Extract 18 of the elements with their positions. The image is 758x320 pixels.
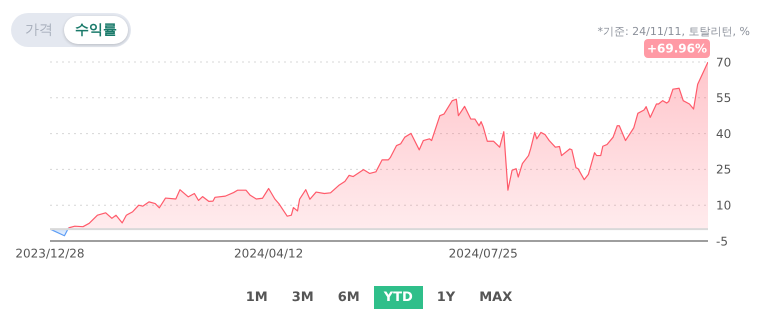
y-tick-label: 25	[716, 162, 732, 177]
text: 1M	[244, 289, 269, 307]
text: 1Y	[436, 289, 456, 307]
text: 3M	[290, 289, 315, 307]
x-tick-label: 2023/12/28	[15, 246, 85, 261]
x-tick-label: 2024/04/12	[234, 246, 304, 261]
text: 6M	[336, 289, 361, 307]
y-tick-label: 40	[716, 126, 732, 141]
y-tick-label: 70	[716, 55, 732, 70]
chart-subtitle: *기준: 24/11/11, 토탈리턴, %	[597, 24, 750, 39]
text: MAX	[478, 289, 514, 307]
y-tick-label: 55	[716, 91, 732, 106]
x-tick-label: 2024/07/25	[448, 246, 518, 261]
y-tick-label: 10	[716, 198, 732, 212]
annotation: +69.96%	[646, 42, 708, 56]
toggle-field: 가격 수익률	[11, 13, 131, 47]
text: YTD	[374, 286, 423, 309]
y-tick-label: -5	[716, 234, 728, 248]
